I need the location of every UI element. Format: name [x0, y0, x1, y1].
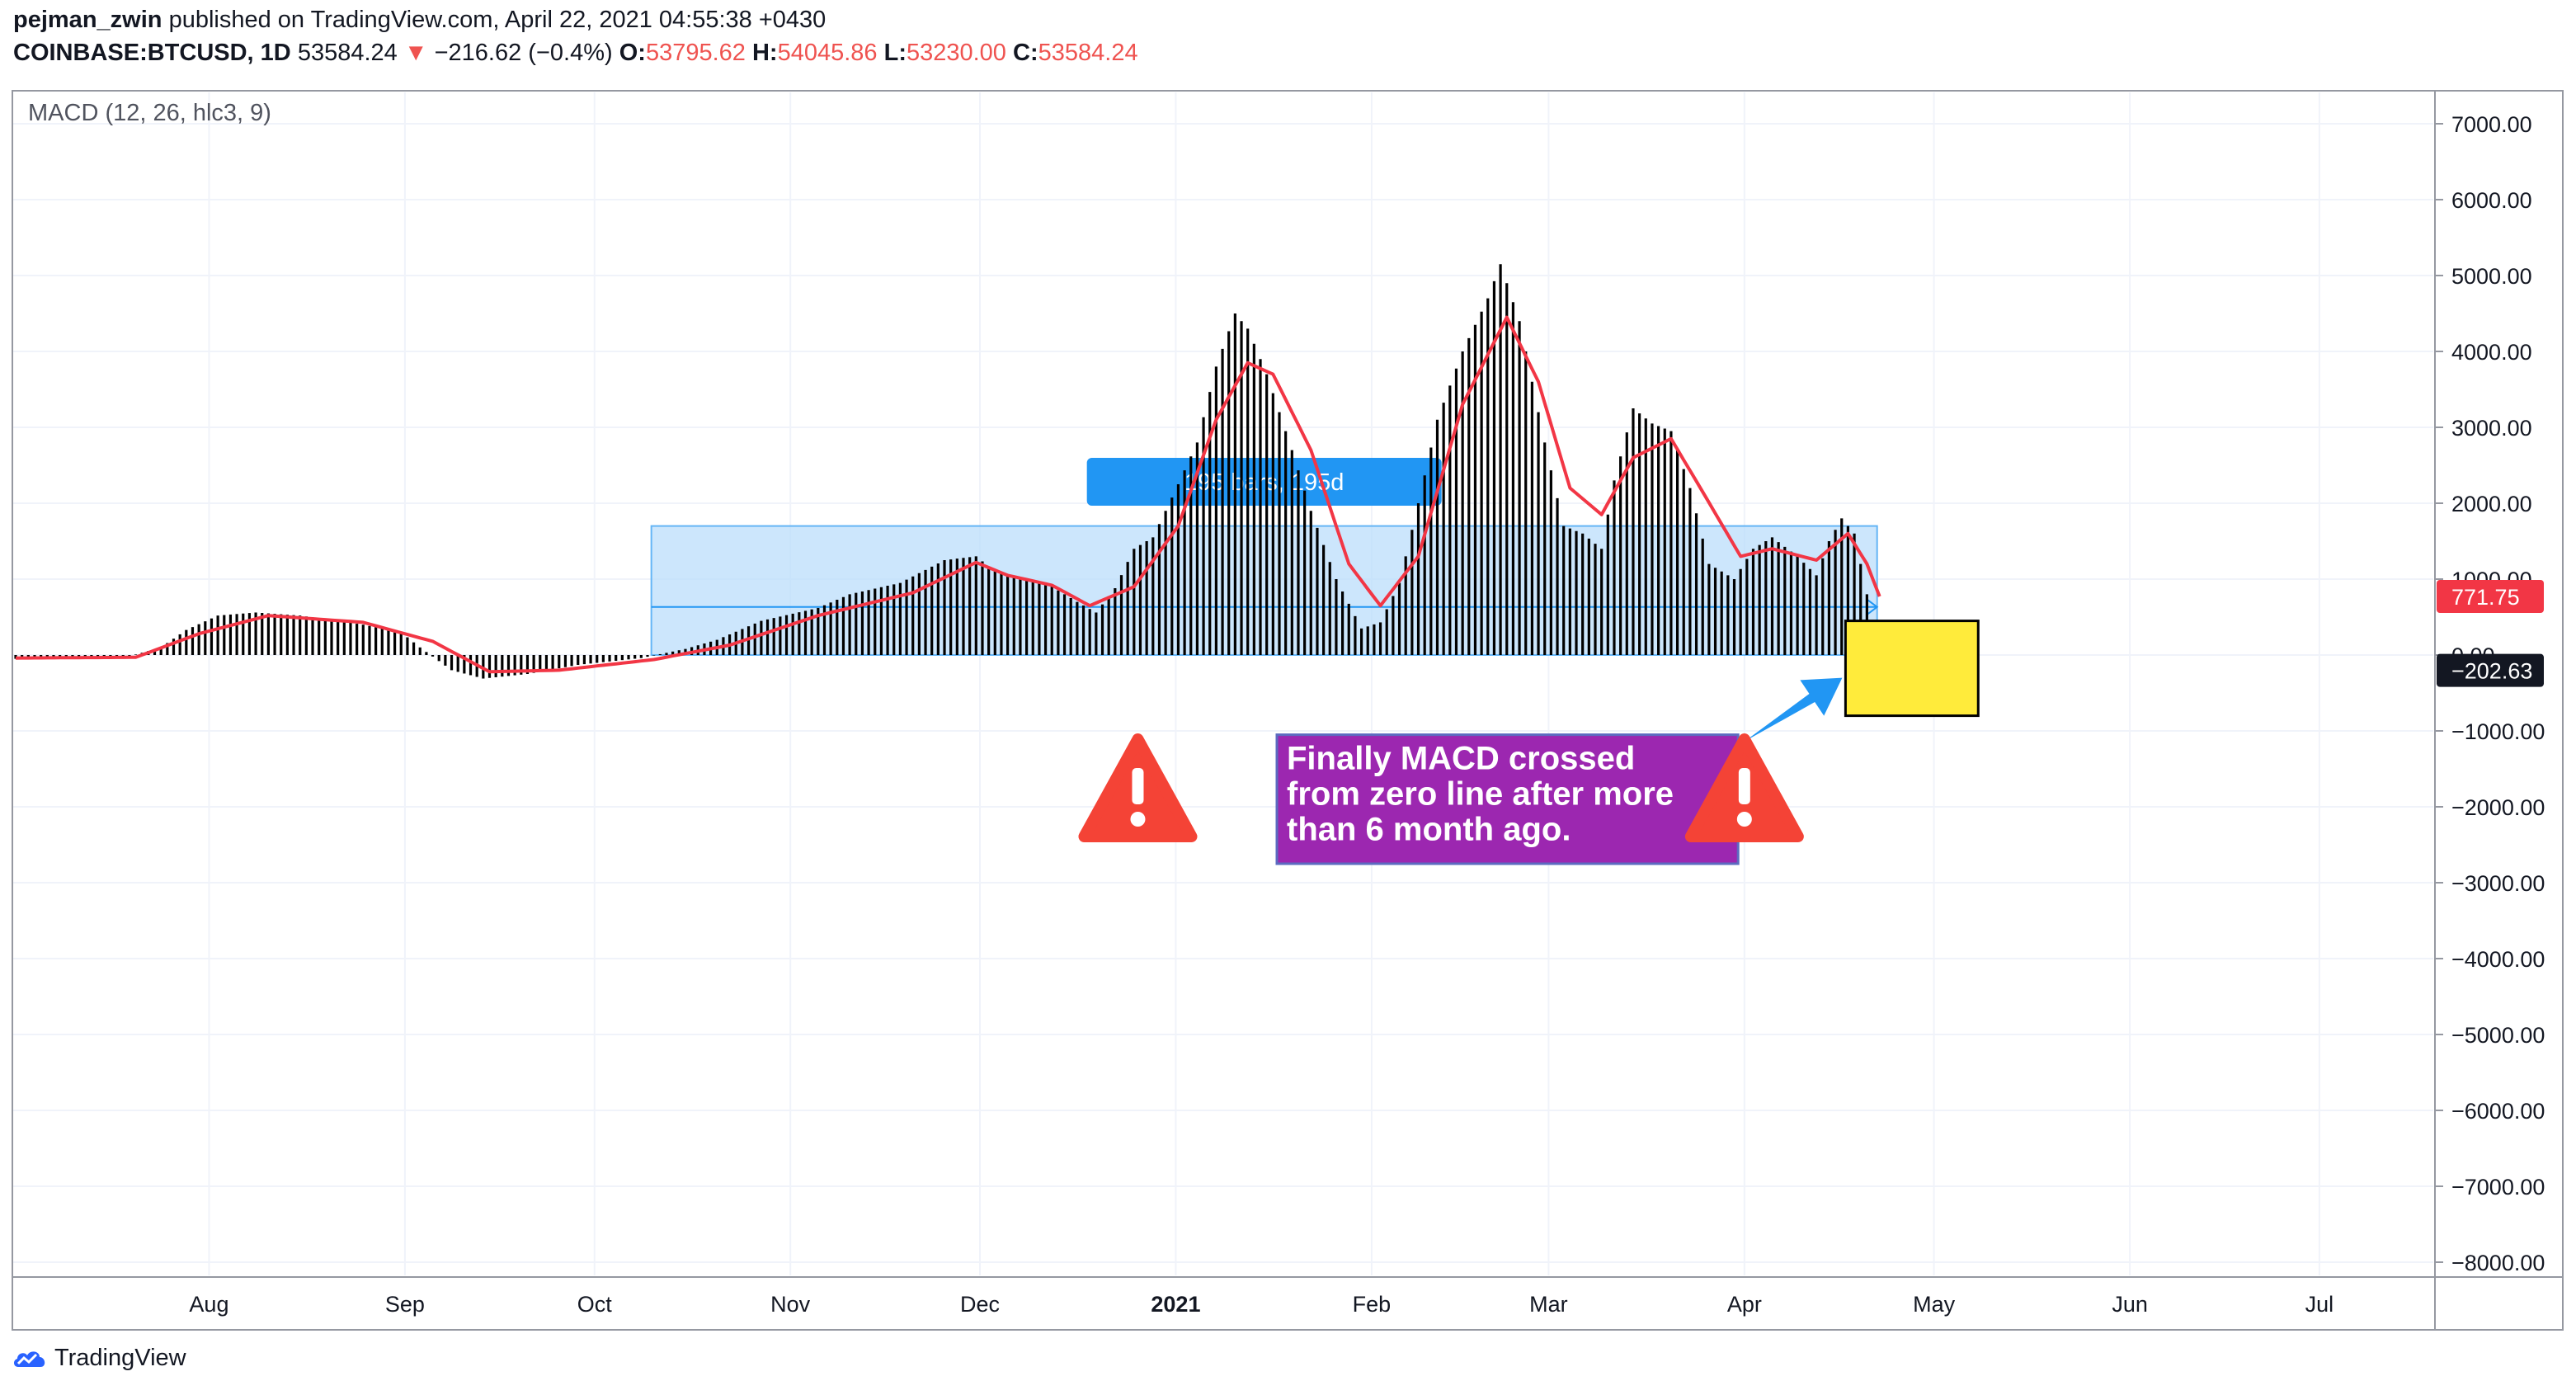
y-tick-label: 3000.00 — [2451, 416, 2532, 441]
range-arrow-icon — [1867, 599, 1879, 615]
low-label: L: — [883, 40, 907, 66]
x-tick-label: Nov — [770, 1292, 811, 1317]
annotation-text-line: from zero line after more — [1287, 776, 1674, 813]
y-tick-label: −1000.00 — [2451, 719, 2545, 744]
y-tick-label: 4000.00 — [2451, 340, 2532, 365]
indicator-title[interactable]: MACD (12, 26, hlc3, 9) — [28, 100, 271, 126]
y-tick-label: −4000.00 — [2451, 947, 2545, 972]
x-tick-label: Dec — [960, 1292, 1000, 1317]
date-range-box[interactable] — [650, 525, 1878, 656]
last-value-labels: 771.75 −202.63 — [2437, 579, 2544, 687]
y-tick-label: 5000.00 — [2451, 264, 2532, 289]
y-tick-label: −2000.00 — [2451, 795, 2545, 820]
date-range-tool[interactable]: 195 bars, 195d — [650, 458, 1879, 656]
y-tick-label: −5000.00 — [2451, 1023, 2545, 1048]
tradingview-cloud-icon — [13, 1350, 45, 1367]
warning-icon[interactable] — [1684, 733, 1804, 842]
y-tick-label: −3000.00 — [2451, 871, 2545, 896]
x-tick-label: Mar — [1529, 1292, 1568, 1317]
price-axis[interactable]: 7000.00 6000.00 5000.00 4000.00 3000.00 2000.… — [2435, 112, 2545, 1275]
x-tick-label: Aug — [189, 1292, 228, 1317]
annotation-text-line: Finally MACD crossed — [1287, 741, 1635, 777]
macd-last-value-badge — [2437, 653, 2544, 687]
high-value: 54045.86 — [777, 40, 878, 66]
close-value: 53584.24 — [1038, 40, 1138, 66]
last-price: 53584.24 — [297, 40, 398, 66]
x-tick-label: Oct — [577, 1292, 613, 1317]
low-value: 53230.00 — [906, 40, 1006, 66]
signal-last-value-badge — [2437, 579, 2544, 613]
y-tick-label: 2000.00 — [2451, 492, 2532, 516]
signal-line — [15, 315, 1881, 674]
x-tick-label: Jul — [2305, 1292, 2334, 1317]
macd-last-value-text: −202.63 — [2451, 659, 2532, 684]
publisher-line: pejman_zwin published on TradingView.com… — [13, 7, 826, 34]
open-value: 53795.62 — [645, 40, 746, 66]
down-arrow-icon: ▼ — [403, 40, 428, 66]
y-tick-label: 6000.00 — [2451, 188, 2532, 213]
x-tick-label: 2021 — [1151, 1292, 1200, 1317]
y-tick-label: −8000.00 — [2451, 1251, 2545, 1275]
annotation-text-line: than 6 month ago. — [1287, 812, 1571, 848]
author-name[interactable]: pejman_zwin — [13, 7, 162, 33]
signal-last-value-text: 771.75 — [2451, 585, 2520, 610]
x-tick-label: May — [1913, 1292, 1956, 1317]
chart-frame — [12, 90, 2564, 1331]
tradingview-brand: TradingView — [54, 1345, 186, 1371]
price-change: −216.62 (−0.4%) — [434, 40, 613, 66]
y-tick-label: 7000.00 — [2451, 112, 2532, 137]
published-text: published on TradingView.com, April 22, … — [168, 7, 826, 33]
tradingview-logo[interactable]: TradingView — [12, 1345, 186, 1372]
warning-icon[interactable] — [1078, 733, 1198, 842]
range-label-badge — [1086, 458, 1442, 506]
annotation-arrow-icon[interactable] — [1745, 677, 1843, 742]
signal-line-group — [15, 315, 1881, 674]
x-tick-label: Feb — [1353, 1292, 1392, 1317]
y-tick-label: −6000.00 — [2451, 1099, 2545, 1124]
close-label: C: — [1013, 40, 1038, 66]
high-label: H: — [751, 40, 778, 66]
open-label: O: — [619, 40, 646, 66]
symbol-line: COINBASE:BTCUSD, 1D 53584.24 ▼ −216.62 (… — [13, 40, 1138, 67]
time-axis[interactable]: Aug Sep Oct Nov Dec 2021 Feb Mar Apr May Jun Jul — [189, 1292, 2333, 1317]
x-tick-label: Sep — [385, 1292, 425, 1317]
annotation-box[interactable] — [1275, 733, 1740, 865]
highlight-box[interactable] — [1844, 620, 1980, 718]
x-tick-label: Apr — [1727, 1292, 1762, 1317]
grid-lines — [13, 92, 2433, 1275]
symbol-name: COINBASE:BTCUSD, 1D — [13, 40, 291, 66]
x-tick-label: Jun — [2112, 1292, 2148, 1317]
y-tick-label: −7000.00 — [2451, 1175, 2545, 1199]
